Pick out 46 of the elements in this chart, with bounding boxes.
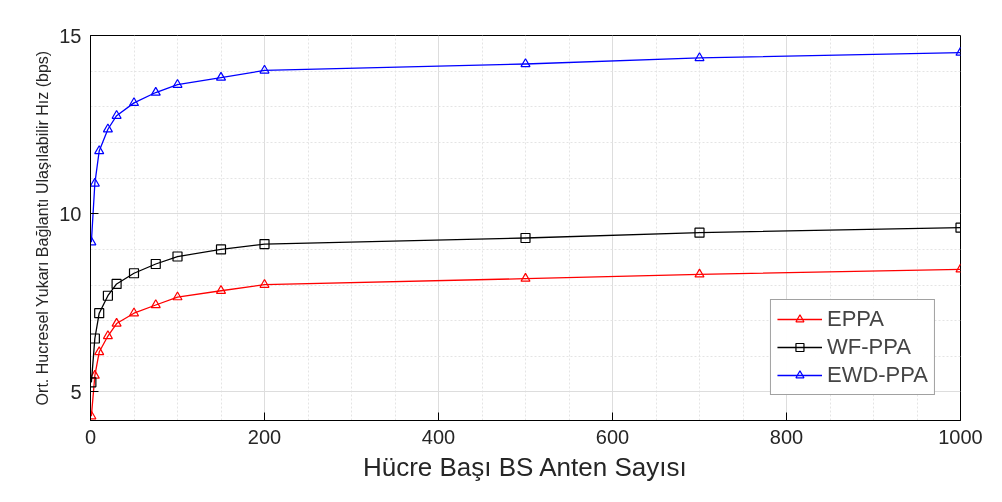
point xyxy=(94,346,105,356)
y-tick-label: 10 xyxy=(59,202,82,225)
point xyxy=(94,145,105,155)
point xyxy=(172,78,183,88)
point xyxy=(102,330,113,340)
point xyxy=(90,333,100,344)
x-tick-label: 200 xyxy=(247,425,282,448)
legend-label: EWD-PPA xyxy=(826,362,928,388)
point xyxy=(172,251,183,262)
x-axis-title: Hücre Başı BS Anten Sayısı xyxy=(362,451,687,482)
point xyxy=(520,232,531,244)
point xyxy=(128,268,140,279)
y-axis-title: Ort. Hucresel Yukarı Bağlantı Ulaşılabilir Hız (bps) xyxy=(34,50,52,406)
point xyxy=(111,109,122,119)
x-tick-label: 600 xyxy=(595,425,630,448)
point xyxy=(150,258,161,270)
x-tick-label: 0 xyxy=(84,425,97,448)
point xyxy=(111,317,122,327)
point xyxy=(150,299,161,309)
point xyxy=(172,291,183,301)
x-tick-label: 400 xyxy=(421,425,456,448)
y-tick-label: 5 xyxy=(70,380,82,403)
point xyxy=(694,268,705,278)
point xyxy=(694,227,705,238)
point xyxy=(102,123,113,133)
point xyxy=(150,86,161,96)
point xyxy=(259,64,270,74)
point xyxy=(694,52,705,62)
point xyxy=(215,284,227,294)
point xyxy=(520,272,531,282)
point xyxy=(90,177,100,187)
point xyxy=(520,58,531,68)
point xyxy=(259,278,270,288)
point xyxy=(111,278,122,290)
x-tick-label: 1000 xyxy=(938,425,983,448)
point xyxy=(128,97,140,107)
point xyxy=(215,244,227,255)
legend-label: EPPA xyxy=(826,306,885,332)
point xyxy=(94,308,105,319)
legend-label: WF-PPA xyxy=(826,334,911,360)
point xyxy=(259,238,270,250)
point xyxy=(128,307,140,317)
point xyxy=(102,290,113,301)
x-tick-label: 800 xyxy=(769,425,804,448)
y-tick-label: 15 xyxy=(59,24,82,47)
point xyxy=(215,71,227,81)
